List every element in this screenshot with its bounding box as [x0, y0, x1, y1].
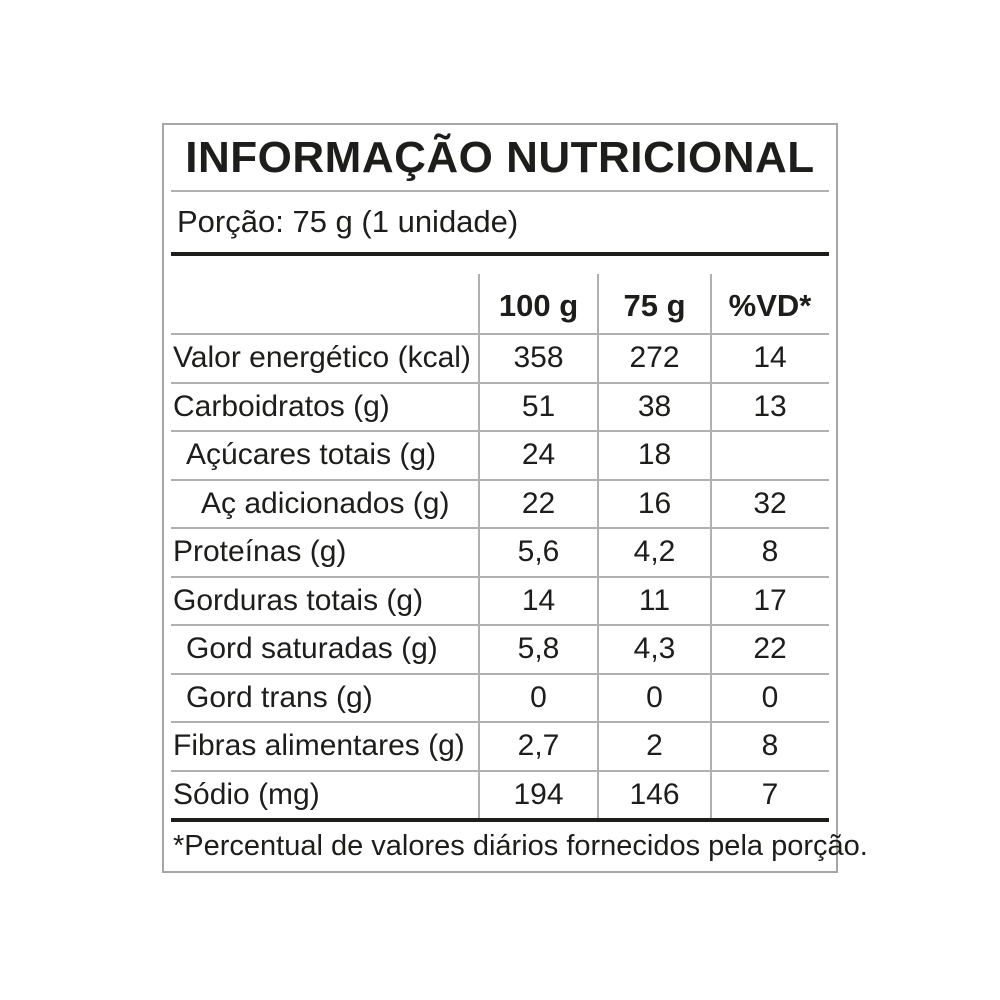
row-value-100g: 14	[521, 583, 556, 617]
table-row: Sódio (mg) 194 146 7	[171, 769, 829, 819]
row-value-75g: 11	[638, 583, 671, 617]
row-value-100g: 2,7	[517, 729, 560, 763]
table-row: Aç adicionados (g) 22 16 32	[171, 478, 829, 528]
footnote: *Percentual de valores diários fornecido…	[173, 829, 868, 862]
table-row: Gord saturadas (g) 5,8 4,3 22	[171, 624, 829, 673]
title-divider	[171, 190, 829, 192]
row-value-vd: 32	[753, 486, 787, 520]
row-value-75g: 38	[637, 389, 672, 423]
row-value-vd: 13	[753, 389, 787, 423]
top-thick-divider	[171, 252, 829, 256]
label-title: INFORMAÇÃO NUTRICIONAL	[185, 132, 815, 182]
row-value-100g: 22	[521, 486, 556, 520]
row-value-vd: 0	[761, 680, 779, 714]
row-label: Proteínas (g)	[173, 535, 347, 569]
row-value-100g: 5,6	[517, 535, 560, 569]
table-row: Fibras alimentares (g) 2,7 2 8	[171, 721, 829, 770]
row-value-vd	[711, 432, 829, 479]
header-col-100g: 100 g	[498, 288, 579, 323]
table-row: Carboidratos (g) 51 38 13	[171, 381, 829, 431]
nutrition-label: INFORMAÇÃO NUTRICIONAL Porção: 75 g (1 u…	[162, 123, 868, 873]
row-value-vd: 17	[753, 583, 787, 617]
row-value-75g: 272	[629, 341, 680, 375]
row-label: Gord saturadas (g)	[186, 632, 438, 666]
row-label: Fibras alimentares (g)	[173, 729, 465, 763]
row-label: Aç adicionados (g)	[201, 486, 450, 520]
row-label: Gord trans (g)	[186, 680, 373, 714]
header-col-75g: 75 g	[623, 288, 686, 323]
row-label: Valor energético (kcal)	[173, 341, 471, 375]
row-value-vd: 7	[761, 777, 779, 811]
serving-size-text: Porção: 75 g (1 unidade)	[177, 204, 519, 239]
table-body: Valor energético (kcal) 358 272 14 Carboidra…	[171, 333, 829, 818]
row-label: Sódio (mg)	[173, 777, 320, 811]
table-row: Gorduras totais (g) 14 11 17	[171, 575, 829, 625]
header-empty-cell	[171, 256, 479, 333]
row-value-75g: 2	[646, 729, 663, 763]
row-value-75g: 4,2	[633, 535, 676, 569]
column-divider-1	[478, 274, 480, 818]
row-value-75g: 16	[637, 486, 672, 520]
row-value-100g: 194	[513, 777, 564, 811]
nutrition-table: 100 g 75 g %VD* Valor energético (kcal) 3…	[171, 256, 829, 818]
row-value-75g: 4,3	[633, 632, 676, 666]
row-value-75g: 146	[629, 777, 680, 811]
table-row: Valor energético (kcal) 358 272 14	[171, 333, 829, 382]
bottom-thick-divider	[171, 818, 829, 822]
table-row: Proteínas (g) 5,6 4,2 8	[171, 527, 829, 576]
row-value-vd: 8	[761, 535, 779, 569]
row-value-100g: 24	[521, 438, 556, 472]
table-row: Açúcares totais (g) 24 18	[171, 430, 829, 479]
table-header-row: 100 g 75 g %VD*	[171, 256, 829, 333]
row-label: Carboidratos (g)	[173, 389, 390, 423]
row-value-100g: 5,8	[517, 632, 560, 666]
row-value-75g: 0	[646, 680, 663, 714]
row-value-100g: 51	[521, 389, 556, 423]
header-col-vd: %VD*	[728, 288, 812, 323]
column-divider-3	[710, 274, 712, 818]
row-value-100g: 0	[530, 680, 547, 714]
row-value-vd: 22	[753, 632, 787, 666]
table-row: Gord trans (g) 0 0 0	[171, 672, 829, 722]
row-value-100g: 358	[513, 341, 564, 375]
row-value-75g: 18	[637, 438, 672, 472]
column-divider-2	[597, 274, 599, 818]
row-label: Gorduras totais (g)	[173, 583, 424, 617]
row-label: Açúcares totais (g)	[186, 438, 437, 472]
row-value-vd: 14	[753, 341, 787, 375]
row-value-vd: 8	[761, 729, 779, 763]
